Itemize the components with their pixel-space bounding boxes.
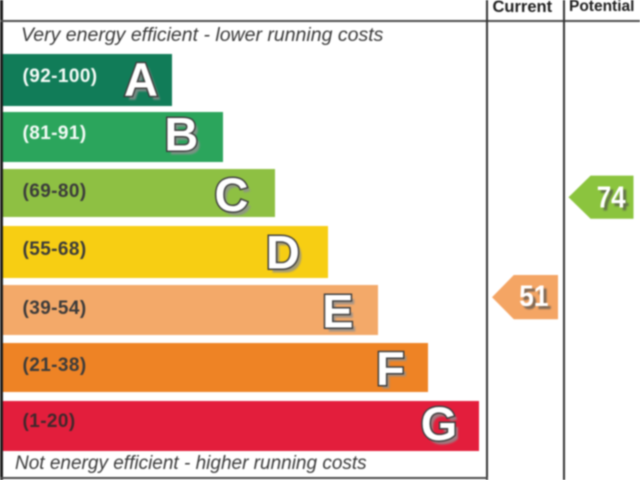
svg-text:D: D: [266, 226, 300, 279]
svg-text:51: 51: [519, 278, 548, 312]
svg-text:C: C: [218, 172, 252, 225]
svg-text:B: B: [168, 111, 202, 164]
svg-text:G: G: [421, 397, 458, 450]
svg-text:C: C: [215, 168, 249, 221]
svg-text:G: G: [424, 401, 461, 454]
svg-text:E: E: [326, 288, 357, 341]
svg-text:F: F: [376, 342, 405, 395]
svg-text:74: 74: [600, 183, 629, 218]
svg-text:74: 74: [597, 180, 626, 215]
svg-text:51: 51: [522, 281, 551, 315]
svg-text:E: E: [322, 285, 353, 338]
svg-text:B: B: [164, 108, 198, 161]
svg-text:A: A: [124, 53, 158, 106]
svg-text:D: D: [269, 229, 303, 282]
svg-text:F: F: [379, 346, 408, 399]
svg-text:A: A: [128, 57, 162, 110]
